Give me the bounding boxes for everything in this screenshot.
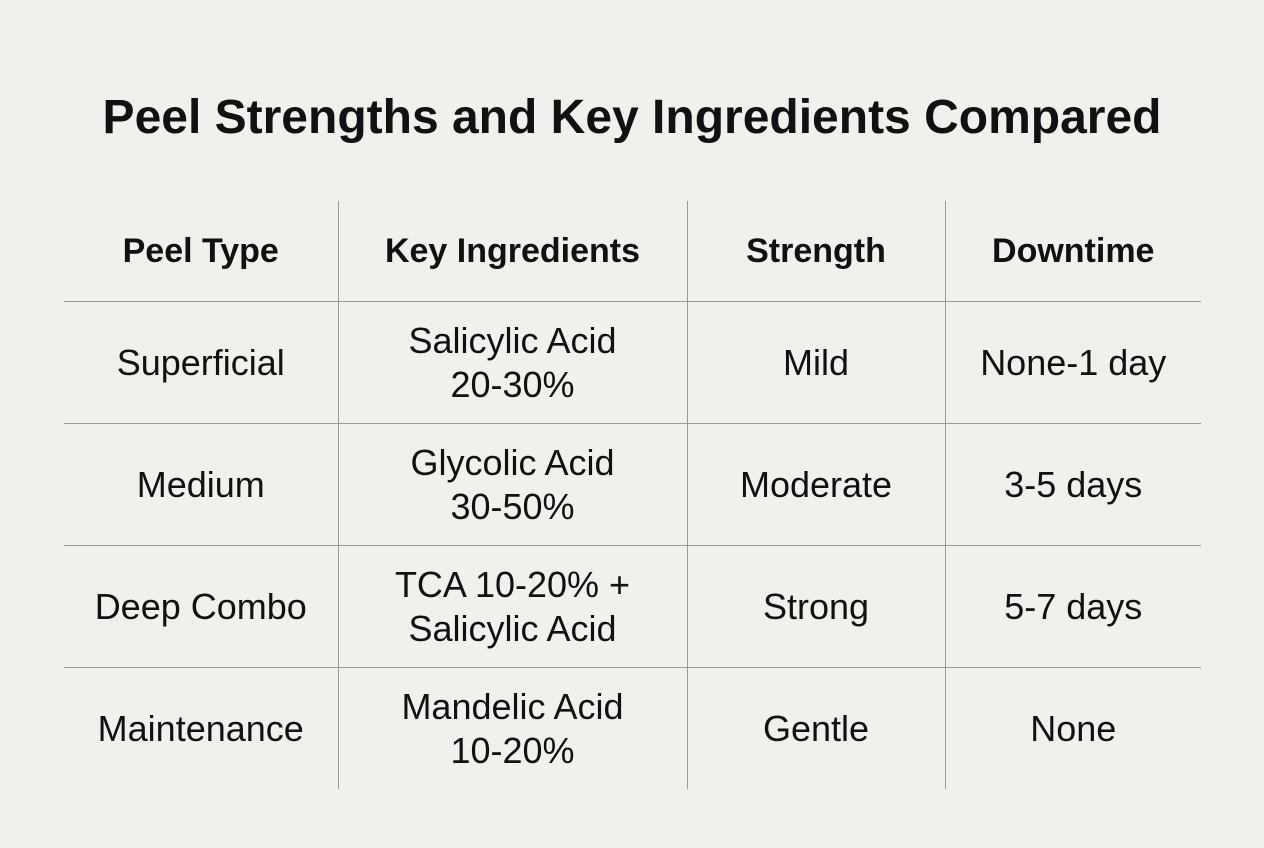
cell-downtime: 5-7 days — [944, 545, 1201, 668]
cell-downtime: None — [944, 667, 1201, 789]
cell-strength: Mild — [686, 301, 945, 424]
comparison-table: Peel Type Key Ingredients Strength Downt… — [64, 201, 1201, 789]
table-row: Medium Glycolic Acid 30-50% Moderate 3-5… — [64, 423, 1201, 546]
ingredient-line: 30-50% — [450, 485, 575, 527]
ingredient-line: TCA 10-20% + — [394, 563, 631, 605]
cell-peel-type: Maintenance — [97, 707, 304, 749]
cell-peel-type: Deep Combo — [64, 545, 338, 668]
ingredient-line: 10-20% — [450, 729, 575, 771]
table-row: Superficial Salicylic Acid 20-30% Mild N… — [64, 301, 1201, 424]
ingredient-line: Mandelic Acid — [401, 685, 624, 727]
ingredient-line: Glycolic Acid — [410, 441, 615, 483]
cell-key-ingredients: Glycolic Acid 30-50% — [337, 423, 687, 546]
cell-strength: Moderate — [686, 423, 945, 546]
header-peel-type: Peel Type — [64, 201, 338, 302]
cell-key-ingredients: Salicylic Acid 20-30% — [337, 301, 687, 424]
header-key-ingredients: Key Ingredients — [337, 201, 687, 302]
table-row: Deep Combo TCA 10-20% + Salicylic Acid S… — [64, 545, 1201, 668]
cell-strength: Gentle — [686, 667, 945, 789]
cell-downtime: None-1 day — [944, 301, 1201, 424]
table-header-row: Peel Type Key Ingredients Strength Downt… — [64, 201, 1201, 302]
cell-key-ingredients: Mandelic Acid 10-20% — [337, 667, 687, 789]
ingredient-line: Salicylic Acid — [408, 607, 617, 649]
cell-downtime: 3-5 days — [944, 423, 1201, 546]
cell-peel-type: Superficial — [64, 301, 338, 424]
cell-key-ingredients: TCA 10-20% + Salicylic Acid — [337, 545, 687, 668]
ingredient-line: Salicylic Acid — [408, 319, 617, 361]
header-strength: Strength — [686, 201, 945, 302]
cell-peel-type: Medium — [64, 423, 338, 546]
table-row: Maintenance Mandelic Acid 10-20% Gentle … — [64, 667, 1201, 789]
page-title: Peel Strengths and Key Ingredients Compa… — [102, 91, 1162, 144]
header-downtime: Downtime — [944, 201, 1201, 302]
cell-strength: Strong — [686, 545, 945, 668]
ingredient-line: 20-30% — [450, 363, 575, 405]
